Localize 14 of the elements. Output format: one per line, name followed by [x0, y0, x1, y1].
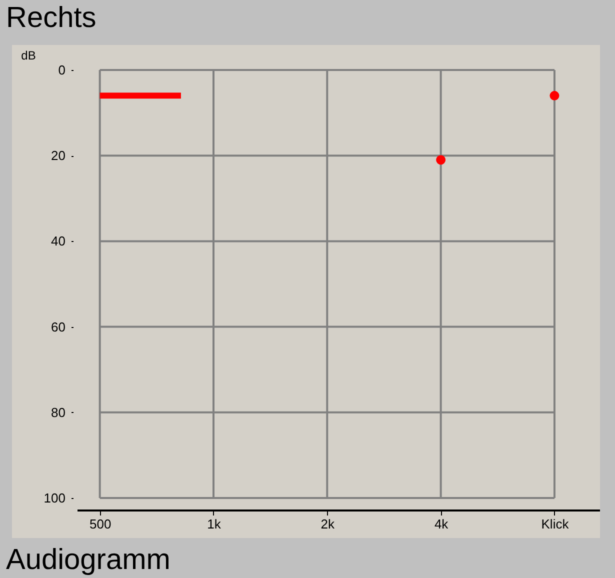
y-tick-label: 100: [44, 490, 66, 506]
y-tick-label: 20: [51, 148, 66, 164]
text: Audiogramm: [6, 544, 170, 577]
x-tick-label: Klick: [541, 516, 570, 532]
x-tick-label: 2k: [320, 516, 336, 532]
x-tick-label: 1k: [207, 516, 222, 532]
y-tick-label: 0: [58, 62, 66, 78]
y-axis-title: dB: [21, 48, 36, 62]
chart-title: Rechts: [6, 2, 96, 35]
y-tick-label: 40: [51, 234, 66, 249]
x-tick-label: 500: [89, 516, 112, 532]
y-tick-label: 60: [51, 319, 66, 334]
x-tick-label: 4k: [434, 516, 449, 532]
y-tick-label: 80: [51, 404, 66, 420]
